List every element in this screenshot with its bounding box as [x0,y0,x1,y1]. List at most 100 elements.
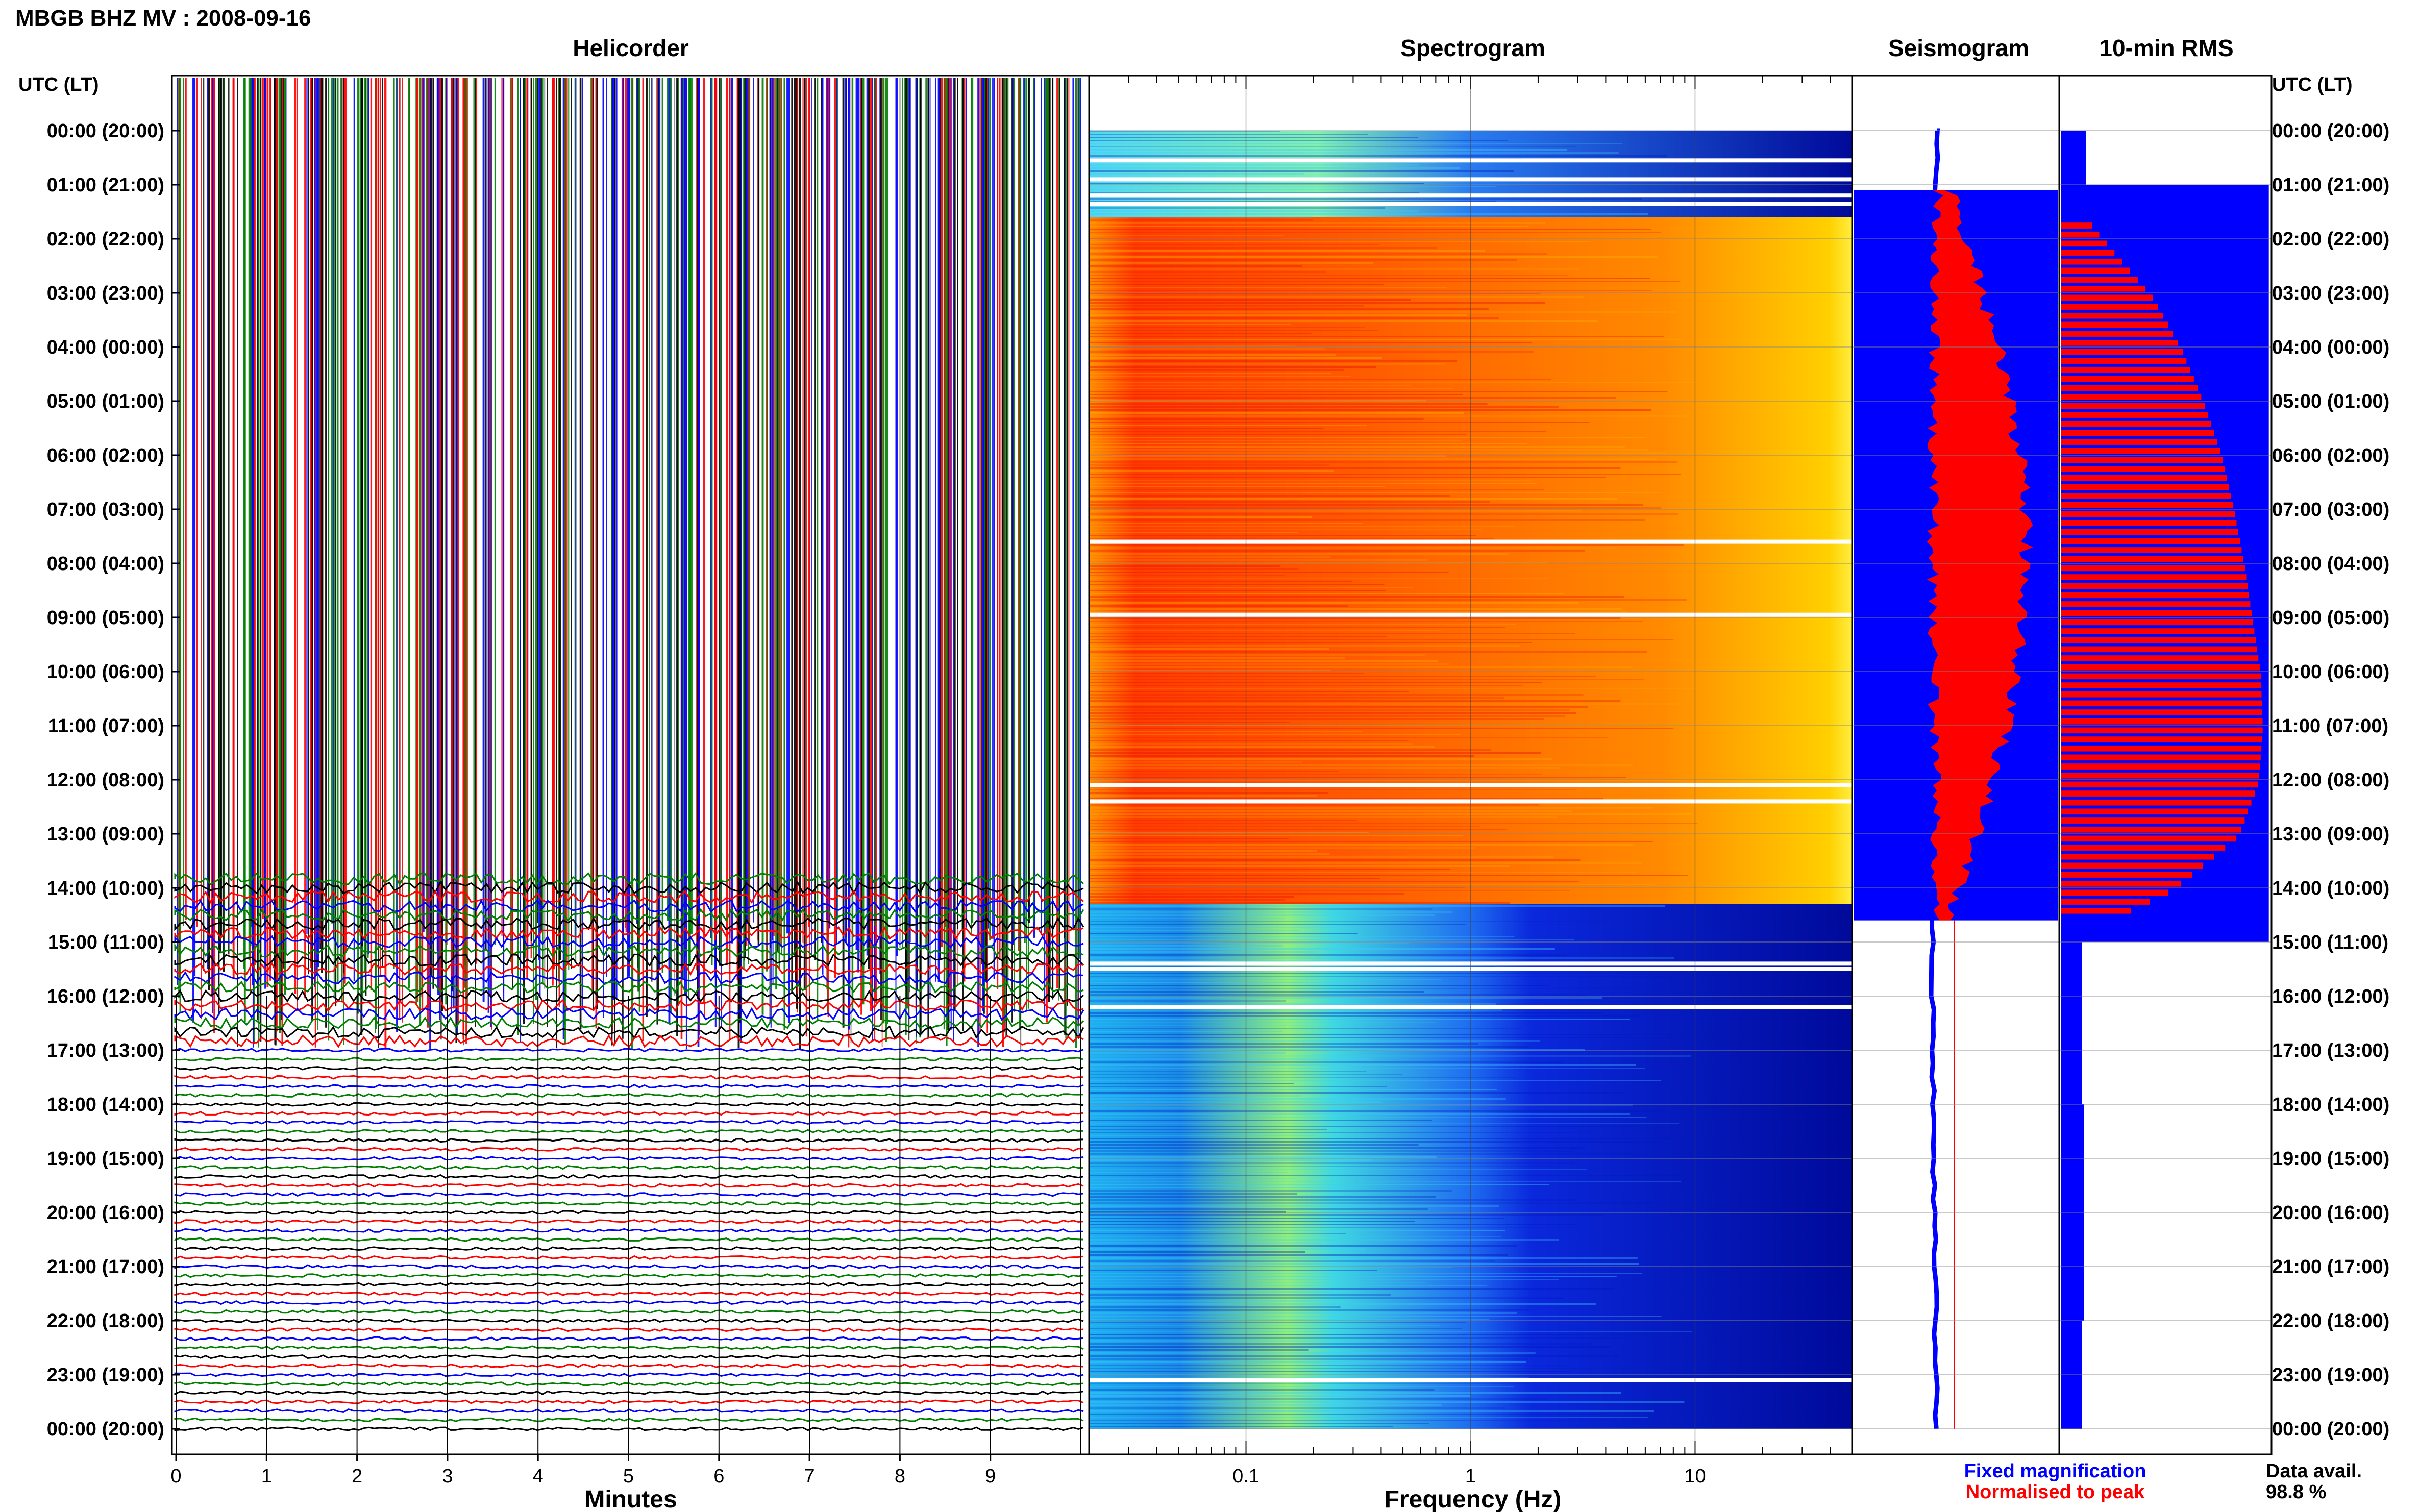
spectrogram-streak [1089,186,1496,187]
spectrogram-streak [1089,1248,1366,1250]
spectrogram-streak [1089,1285,1488,1286]
spectrogram-streak [1089,1003,1496,1005]
time-tick-left: 10:00 (06:00) [47,661,164,683]
spectrogram-streak [1089,608,1622,610]
spectrogram-streak [1089,461,1677,463]
spectrogram-streak [1089,559,1429,561]
spectrogram-streak [1089,1074,1402,1075]
spectrogram-streak [1089,1071,1367,1072]
spectrogram-streak [1089,1263,1639,1265]
spectrogram-streak [1089,235,1285,236]
rms-bar-normalised [2061,835,2237,842]
rms-bar-normalised [2061,547,2242,553]
rms-bar-normalised [2061,366,2190,373]
spectrogram-streak [1089,1120,1433,1121]
spectrogram-streak [1089,278,1650,279]
rms-bars [2061,131,2269,1429]
minute-tick-label: 9 [985,1466,996,1487]
helicorder-trace [174,989,1084,1003]
helicorder-trace [174,1007,1084,1021]
spectrogram-streak [1089,890,1570,891]
helicorder-trace [174,916,1084,931]
rms-bar-fixed [2061,1321,2082,1375]
spectrogram-streak [1089,1083,1294,1084]
spectrogram-streak [1089,173,1304,175]
spectrogram-streak [1089,856,1554,858]
time-tick-left: 04:00 (00:00) [47,337,164,358]
spectrogram-streak [1089,1276,1617,1277]
spectrogram-streak [1089,865,1510,867]
rms-bar-normalised [2061,556,2243,562]
spectrogram-streak [1089,504,1644,506]
rms-bar-normalised [2061,502,2233,508]
time-tick-right: 13:00 (09:00) [2272,824,2389,845]
spectrogram-streak [1089,960,1349,962]
spectrogram-streak [1089,1150,1575,1152]
time-tick-right: 03:00 (23:00) [2272,283,2389,304]
helicorder-trace [174,1093,1084,1098]
rms-bar-normalised [2061,817,2245,824]
spectrogram-streak [1089,1077,1517,1078]
time-tick-right: 00:00 (20:00) [2272,1419,2389,1440]
spectrogram-streak [1089,1046,1529,1048]
rms-bar-fixed [2061,1212,2084,1267]
helicorder-trace [174,1165,1084,1170]
spectrogram-streak [1089,1022,1437,1023]
spectrogram-streak [1089,1340,1387,1342]
helicorder-trace [174,1084,1084,1089]
helicorder-trace [174,872,1084,886]
spectrogram-streak [1089,636,1387,637]
helicorder-trace [174,1228,1084,1233]
spectrogram-streak [1089,715,1565,717]
spectrogram-streak [1089,317,1499,319]
spectrogram-streak [1089,1025,1315,1026]
spectrogram-streak [1089,1199,1578,1201]
legend-normalised-to-peak: Normalised to peak [1966,1481,2145,1503]
time-tick-right: 19:00 (15:00) [2272,1148,2389,1170]
spectrogram-streak [1089,734,1462,735]
spectrogram-streak [1089,1297,1564,1299]
rms-bar-normalised [2061,403,2205,409]
spectrogram-streak [1089,544,1684,546]
rms-bar-normalised [2061,826,2241,833]
spectrogram-streak [1089,1101,1381,1103]
spectrogram-streak [1089,1214,1604,1216]
spectrogram-streak [1089,746,1435,748]
spectrogram-streak [1089,1325,1441,1326]
spectrogram-streak [1089,244,1380,245]
spectrogram-streak [1089,1349,1309,1351]
spectrogram-streak [1089,320,1598,322]
spectrogram-streak [1089,1365,1568,1366]
helicorder-title: Helicorder [573,35,689,61]
spectrogram-streak [1089,853,1330,855]
spectrogram-streak [1089,829,1508,830]
spectrogram-streak [1089,1159,1371,1161]
spectrogram-streak [1089,654,1426,656]
time-tick-left: 01:00 (21:00) [47,175,164,196]
rms-bar-normalised [2061,853,2214,860]
rms-bar-normalised [2061,574,2247,580]
time-tick-left: 00:00 (20:00) [47,1419,164,1440]
spectrogram-streak [1089,1132,1592,1133]
spectrogram-streak [1089,1233,1346,1234]
helicorder-trace [174,1309,1084,1314]
spectrogram-streak [1089,798,1603,800]
rms-bar-normalised [2061,294,2153,301]
spectrogram-streak [1089,633,1575,634]
spectrogram-streak [1089,611,1628,613]
spectrogram-streak [1089,835,1463,836]
time-tick-right: 12:00 (08:00) [2272,770,2389,791]
spectrogram-streak [1089,134,1368,135]
spectrogram-streak [1089,1144,1419,1146]
time-tick-left: 16:00 (12:00) [47,986,164,1007]
spectrogram-streak [1089,308,1489,310]
spectrogram-streak [1089,587,1414,588]
spectrogram-streak [1089,792,1328,794]
spectrogram-streak [1089,1227,1574,1228]
spectrogram-streak [1089,755,1474,757]
helicorder-trace [174,998,1084,1012]
spectrogram-streak [1089,602,1579,604]
spectrogram-streak [1089,1178,1295,1179]
spectrogram-streak [1089,1395,1471,1397]
spectrogram-streak [1089,914,1435,916]
